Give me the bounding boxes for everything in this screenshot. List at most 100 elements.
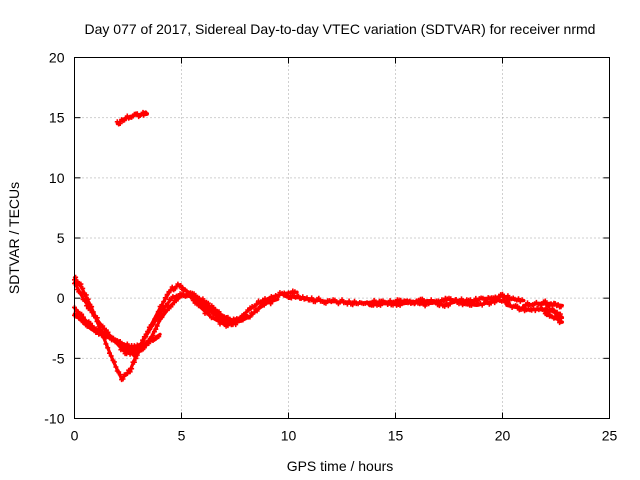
- data-point: [124, 371, 130, 377]
- data-point: [519, 297, 525, 303]
- data-point: [147, 326, 153, 332]
- y-axis-label: SDTVAR / TECUs: [6, 182, 22, 294]
- chart-title: Day 077 of 2017, Sidereal Day-to-day VTE…: [85, 21, 596, 37]
- y-tick-label: 5: [57, 230, 65, 246]
- data-point: [490, 297, 496, 303]
- data-point: [78, 281, 84, 287]
- data-point: [164, 292, 170, 298]
- series-track-g: [367, 296, 511, 309]
- data-point: [558, 304, 564, 310]
- data-point: [85, 296, 91, 302]
- data-point: [97, 330, 103, 336]
- data-point: [113, 364, 119, 370]
- data-point: [102, 332, 107, 337]
- data-point: [254, 308, 260, 314]
- data-point: [545, 310, 551, 316]
- data-point: [87, 306, 93, 312]
- data-point: [558, 319, 564, 325]
- data-point: [288, 295, 294, 301]
- axis-ticks: 0 5 10 15 20 25 -10 -5 0 5 10 15 20: [44, 50, 617, 444]
- data-point: [170, 302, 176, 308]
- data-point: [501, 297, 507, 303]
- data-point: [557, 311, 563, 317]
- data-point: [146, 341, 152, 346]
- data-point: [168, 288, 174, 294]
- data-point: [555, 317, 561, 323]
- data-point: [74, 312, 80, 318]
- data-point: [178, 283, 184, 288]
- data-point: [154, 323, 160, 329]
- data-point: [140, 340, 146, 346]
- data-point: [523, 303, 529, 308]
- data-point: [216, 309, 222, 315]
- data-point: [141, 334, 147, 340]
- data-point: [261, 302, 267, 308]
- data-point: [73, 274, 79, 280]
- series-track-k: [114, 109, 149, 127]
- x-tick-label: 20: [495, 428, 511, 444]
- data-point: [162, 295, 168, 301]
- data-point: [212, 307, 218, 312]
- data-point: [127, 369, 133, 375]
- data-point: [209, 307, 214, 313]
- data-point: [150, 321, 156, 327]
- y-tick-label: 15: [49, 110, 65, 126]
- data-point: [350, 302, 356, 308]
- series-track-j: [542, 310, 564, 326]
- data-point: [150, 333, 156, 338]
- plot-frame: [74, 57, 610, 419]
- data-point: [156, 334, 162, 340]
- data-point: [378, 302, 383, 308]
- data-point: [92, 327, 97, 333]
- x-tick-label: 25: [602, 428, 618, 444]
- data-point: [316, 295, 322, 301]
- data-point: [89, 309, 95, 315]
- data-series: [72, 109, 564, 383]
- data-point: [539, 302, 545, 308]
- data-point: [221, 316, 227, 321]
- data-point: [117, 121, 123, 126]
- data-point: [247, 314, 253, 320]
- x-tick-label: 15: [388, 428, 404, 444]
- data-point: [542, 298, 548, 304]
- series-track-d: [72, 312, 162, 352]
- data-point: [153, 326, 159, 332]
- data-point: [145, 330, 151, 336]
- data-point: [134, 111, 140, 117]
- data-point: [133, 354, 139, 360]
- data-point: [108, 353, 114, 359]
- x-axis-label: GPS time / hours: [287, 458, 394, 474]
- x-tick-label: 0: [71, 428, 79, 444]
- data-point: [346, 298, 352, 304]
- data-point: [117, 372, 123, 377]
- data-point: [127, 351, 133, 357]
- data-point: [144, 111, 149, 116]
- data-point: [130, 346, 136, 352]
- data-point: [133, 345, 139, 351]
- data-point: [111, 359, 117, 365]
- x-tick-label: 10: [281, 428, 297, 444]
- data-point: [515, 303, 520, 309]
- data-point: [84, 303, 90, 309]
- y-tick-label: 0: [57, 290, 65, 306]
- data-point: [169, 284, 175, 290]
- series-track-e: [196, 296, 280, 328]
- data-point: [79, 291, 85, 297]
- series-track-i: [521, 298, 564, 310]
- x-tick-label: 5: [178, 428, 186, 444]
- data-point: [205, 300, 211, 306]
- data-point: [422, 303, 428, 309]
- data-point: [500, 291, 505, 297]
- data-point: [273, 296, 279, 302]
- data-point: [516, 296, 521, 302]
- data-point: [83, 292, 89, 298]
- data-point: [105, 345, 111, 351]
- data-point: [96, 321, 102, 327]
- data-point: [452, 297, 458, 303]
- data-point: [134, 350, 140, 356]
- data-point: [458, 298, 464, 304]
- data-point: [193, 292, 199, 298]
- data-point: [94, 315, 100, 321]
- y-tick-label: -5: [52, 350, 65, 366]
